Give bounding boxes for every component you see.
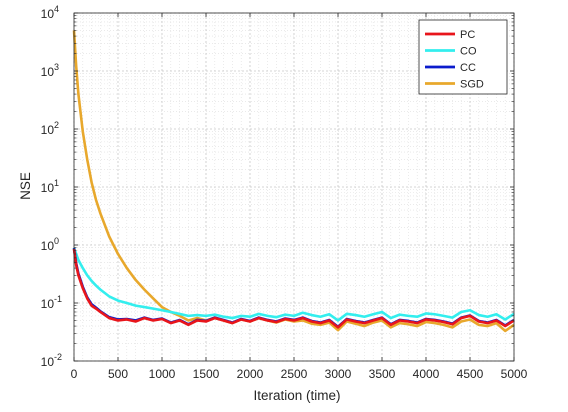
axes-layer xyxy=(73,12,515,362)
legend-label-pc: PC xyxy=(460,29,475,41)
x-tick-label: 1500 xyxy=(193,367,220,381)
x-tick-label: 2500 xyxy=(281,367,308,381)
y-axis-label: NSE xyxy=(18,172,33,200)
tick-labels: 0 500 1000 1500 2000 2500 3000 3500 4000 4500 5000… xyxy=(41,4,528,381)
legend-box xyxy=(418,19,508,95)
y-tick-base: 10 xyxy=(41,65,55,79)
y-tick-label: 10 xyxy=(41,355,55,369)
x-tick-label: 3000 xyxy=(325,367,352,381)
x-tick-label: 1000 xyxy=(149,367,176,381)
y-tick-exponent: 2 xyxy=(54,120,59,130)
y-tick-base: 10 xyxy=(41,7,55,21)
legend-label-co: CO xyxy=(460,46,477,58)
x-tick-label: 3500 xyxy=(369,367,396,381)
y-tick-exponent: -2 xyxy=(54,352,62,362)
x-tick-label: 2000 xyxy=(237,367,264,381)
series-layer xyxy=(72,30,515,333)
y-tick-label: 10 xyxy=(41,297,55,311)
x-tick-label: 4000 xyxy=(413,367,440,381)
x-tick-label: 0 xyxy=(71,367,78,381)
legend: PC CO CC SGD xyxy=(418,19,508,95)
x-tick-label: 4500 xyxy=(457,367,484,381)
legend-label-cc: CC xyxy=(460,62,476,74)
x-axis-label: Iteration (time) xyxy=(253,388,340,403)
y-tick-base: 10 xyxy=(41,181,55,195)
y-tick-label: 10 xyxy=(41,181,55,195)
y-tick-label: 10 xyxy=(41,65,55,79)
y-tick-base: 10 xyxy=(41,123,55,137)
y-tick-exponent: -1 xyxy=(54,294,62,304)
y-tick-exponent: 4 xyxy=(54,4,59,14)
series-line-pc xyxy=(72,248,515,329)
y-tick-label: 10 xyxy=(41,7,55,21)
y-tick-exponent: 3 xyxy=(54,62,59,72)
y-tick-exponent: 1 xyxy=(54,178,59,188)
y-tick-base: 10 xyxy=(41,297,55,311)
y-tick-base: 10 xyxy=(41,355,55,369)
y-tick-label: 10 xyxy=(41,123,55,137)
y-tick-exponent: 0 xyxy=(54,236,59,246)
series-line-co xyxy=(72,247,515,322)
y-tick-label: 10 xyxy=(41,239,55,253)
x-tick-label: 500 xyxy=(108,367,128,381)
y-tick-base: 10 xyxy=(41,239,55,253)
x-tick-label: 5000 xyxy=(501,367,528,381)
legend-label-sgd: SGD xyxy=(460,79,484,91)
